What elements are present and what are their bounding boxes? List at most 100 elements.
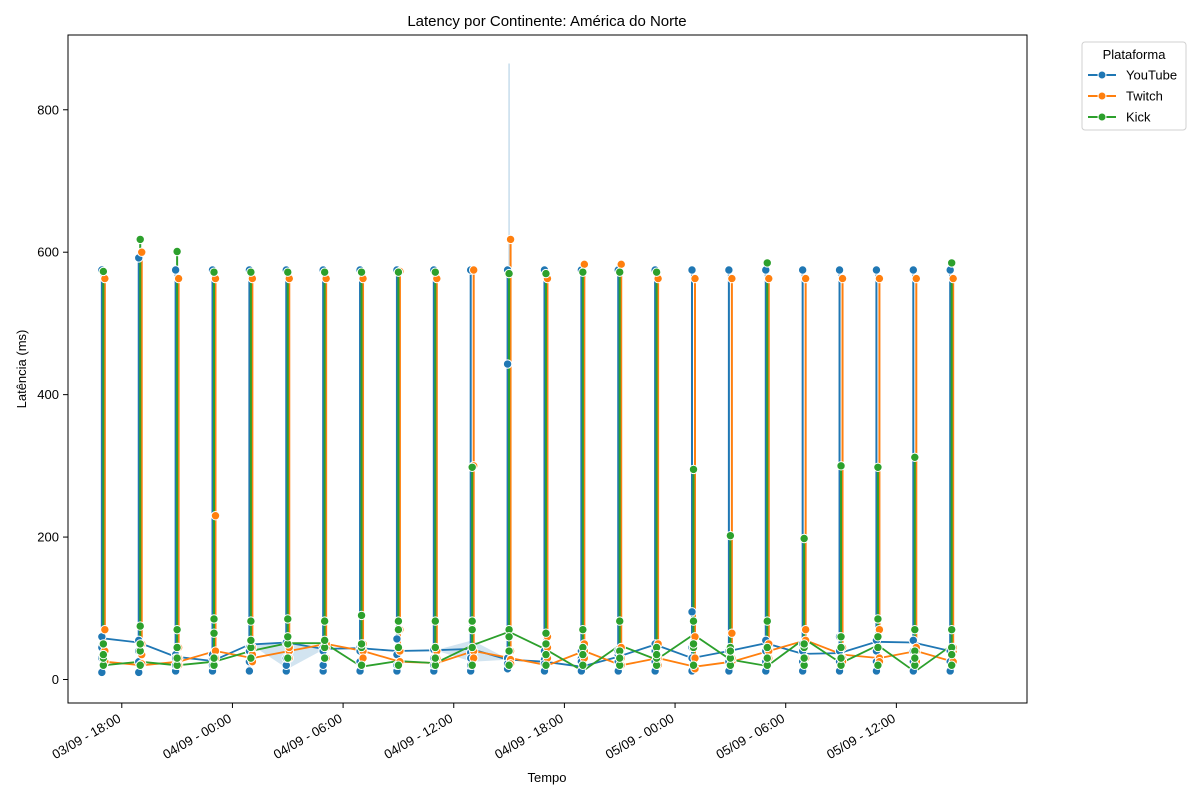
data-point-kick [393,616,404,626]
data-point-twitch [911,273,922,284]
data-point-kick [541,628,551,638]
data-point-kick [283,267,293,277]
data-point-kick [578,267,588,277]
data-point-kick [578,660,588,670]
data-point-twitch [505,234,516,245]
data-point-kick [688,639,699,649]
data-point-kick [799,533,809,544]
data-point-kick [467,642,477,653]
data-point-kick [541,649,551,660]
x-tick-label: 04/09 - 18:00 [492,711,566,762]
data-point-kick [762,616,772,626]
data-point-kick [578,624,588,635]
data-point-kick [615,653,625,663]
data-point-kick [504,632,514,642]
x-tick-label: 05/09 - 00:00 [603,711,677,762]
data-point-kick [836,461,846,471]
data-point-youtube [871,265,882,275]
data-point-kick [762,258,772,268]
data-point-twitch [800,273,811,284]
y-tick-label: 800 [37,102,59,117]
x-tick-label: 04/09 - 06:00 [271,711,345,762]
data-point-kick [578,649,588,660]
data-point-twitch [173,273,184,284]
data-point-twitch [948,273,958,284]
data-point-kick [283,614,293,624]
data-point-twitch [690,273,700,284]
legend-title: Plataforma [1103,47,1167,62]
data-point-kick [430,653,441,663]
data-point-kick [946,649,957,660]
data-point-kick [946,624,957,635]
data-point-kick [319,653,330,663]
data-point-kick [98,649,109,660]
legend-marker-youtube [1097,70,1107,80]
data-point-kick [873,642,883,653]
data-point-twitch [874,273,885,284]
data-point-kick [873,660,883,670]
chart-title: Latency por Continente: América do Norte [407,13,686,30]
data-point-twitch [468,265,479,275]
data-point-youtube [687,607,697,617]
data-point-kick [356,639,367,649]
series-line-youtube [101,637,951,668]
legend-label-twitch: Twitch [1126,89,1163,104]
series-line-kick [103,630,953,673]
data-point-kick [283,632,293,642]
data-point-kick [467,616,477,626]
data-point-kick [910,624,920,635]
data-point-kick [541,639,551,649]
data-point-kick [209,653,219,663]
x-axis-label: Tempo [527,770,566,785]
data-point-kick [504,646,514,656]
data-point-kick [762,653,772,663]
data-point-kick [393,660,404,670]
data-point-kick [725,646,736,656]
data-point-kick [504,268,514,279]
data-point-twitch [727,628,737,638]
data-point-kick [504,660,514,670]
data-point-youtube [687,265,697,275]
x-tick-label: 04/09 - 00:00 [160,711,234,762]
x-tick-label: 03/09 - 18:00 [49,711,123,762]
data-point-kick [430,642,441,653]
data-point-kick [393,642,404,653]
data-point-kick [946,660,957,670]
data-point-twitch [800,624,811,635]
data-point-kick [319,635,330,646]
data-point-twitch [137,247,147,257]
data-point-kick [873,462,883,472]
data-point-twitch [764,273,774,284]
data-point-kick [651,267,662,277]
legend-frame [1081,41,1187,131]
data-point-youtube [797,265,808,275]
data-point-kick [725,530,736,541]
data-point-twitch [727,273,737,284]
data-point-kick [910,452,920,463]
data-point-kick [836,642,846,653]
data-point-kick [762,642,772,653]
y-axis-label: Latência (ms) [14,330,29,409]
data-point-twitch [579,259,590,270]
data-point-kick [172,653,182,663]
data-point-kick [688,464,699,475]
data-point-kick [393,267,404,277]
legend: Plataforma YouTube Twitch Kick [1081,41,1187,131]
data-point-kick [98,266,109,277]
data-point-kick [246,653,256,663]
data-point-kick [467,624,477,635]
data-point-kick [283,653,293,663]
data-point-kick [172,246,182,257]
plot-elements [63,63,958,708]
data-point-kick [356,610,367,621]
data-point-twitch [837,273,848,284]
data-point-kick [430,616,441,626]
data-point-youtube [908,265,919,275]
data-point-kick [246,635,256,646]
x-tick-label: 05/09 - 06:00 [713,711,787,762]
data-point-kick [615,267,625,277]
data-point-kick [467,660,477,670]
legend-marker-kick [1097,112,1107,122]
data-point-twitch [210,511,221,521]
